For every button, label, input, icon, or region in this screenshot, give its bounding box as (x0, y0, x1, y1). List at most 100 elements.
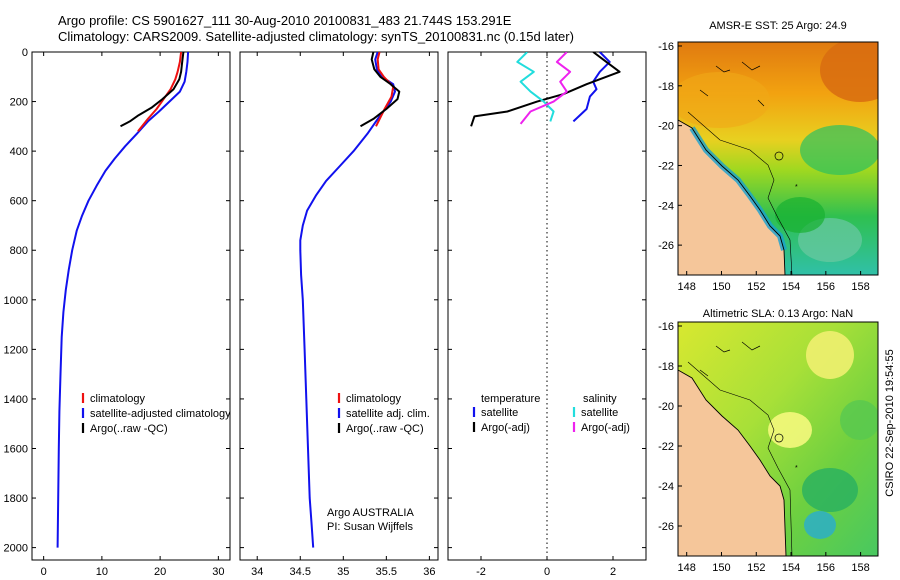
difference-series-salinity-satellite (516, 52, 555, 122)
temperature-series-satellite-adjusted-climatology (56, 52, 190, 548)
sst-map-xtick-label: 150 (712, 281, 730, 293)
sst-reef-contours (699, 61, 765, 107)
salinity-legend-label: Argo(..raw -QC) (346, 423, 424, 435)
temperature-xtick-label: 10 (96, 566, 108, 578)
profile-float-annotation: PI: Susan Wijffels (327, 521, 413, 533)
difference-legend-temperature-title: temperature (481, 393, 540, 405)
temperature-legend: climatology satellite-adjusted climatolog… (81, 393, 231, 435)
sla-high-patch (806, 331, 854, 379)
sst-green-patch (800, 125, 878, 175)
difference-legend-salinity-title: salinity (583, 393, 617, 405)
difference-xtick-label: 0 (544, 566, 550, 578)
sst-argo-marker: * (795, 184, 798, 191)
salinity-legend: climatology satellite adj. clim. Argo(..ra… (337, 393, 430, 435)
difference-legend-label: Argo(-adj) (581, 422, 630, 434)
depth-tick-label: 1800 (4, 493, 28, 505)
sla-map-title: Altimetric SLA: 0.13 Argo: NaN (703, 308, 853, 320)
salinity-xtick-label: 35 (337, 566, 349, 578)
sst-map: * (677, 41, 879, 276)
sla-map-xtick-label: 156 (817, 562, 835, 574)
sla-map-ytick-label: -26 (658, 521, 674, 533)
difference-panel: -202difference from climatology (447, 51, 647, 580)
difference-series-group (470, 52, 621, 127)
salinity-legend-label: satellite adj. clim. (346, 408, 430, 420)
sla-map-ytick-label: -24 (658, 481, 674, 493)
salinity-axes-frame (239, 51, 439, 561)
sst-mid-patch (678, 72, 770, 128)
salinity-xtick-label: 35.5 (376, 566, 397, 578)
sst-map-xtick-label: 156 (817, 281, 835, 293)
depth-tick-label: 800 (10, 245, 28, 257)
depth-tick-label: 1400 (4, 394, 28, 406)
sla-island (774, 433, 784, 443)
sla-argo-marker: * (795, 465, 798, 472)
temperature-legend-label: satellite-adjusted climatology (90, 408, 231, 420)
sla-map-ytick-label: -20 (658, 401, 674, 413)
temperature-series-group (56, 52, 190, 548)
salinity-series-satellite-adj-clim- (299, 52, 396, 548)
sla-high-patch-2 (768, 412, 812, 448)
salinity-legend-label: climatology (346, 393, 402, 405)
temperature-axes-frame (31, 51, 231, 561)
depth-tick-label: 400 (10, 146, 28, 158)
sst-map-ytick-label: -24 (658, 200, 674, 212)
sst-map-axes: 148 150 152 154 156 158 -16 -18 -20 -22 -24 -26 (658, 41, 870, 293)
temperature-series-climatology (137, 52, 183, 132)
sla-low-patch-3 (840, 400, 878, 440)
sst-map-xtick-label: 158 (851, 281, 869, 293)
salinity-xtick-label: 34 (251, 566, 263, 578)
sst-coastline (678, 119, 786, 275)
sst-map-title: AMSR-E SST: 25 Argo: 24.9 (709, 20, 847, 32)
sla-map-xtick-label: 148 (678, 562, 696, 574)
depth-tick-label: 200 (10, 97, 28, 109)
sst-map-ytick-label: -16 (658, 41, 674, 53)
sla-low-patch-2 (804, 511, 836, 539)
depth-tick-label: 600 (10, 196, 28, 208)
sst-shelf-contour (687, 111, 793, 275)
sla-map-xtick-label: 158 (851, 562, 869, 574)
sst-warm-patch (820, 42, 878, 102)
sla-map-ytick-label: -16 (658, 321, 674, 333)
credit-stamp: CSIRO 22-Sep-2010 19:54:55 (884, 349, 896, 496)
sla-map: * (677, 321, 879, 557)
temperature-panel: 0 10 20 30 0 200 400 600 800 1000 1200 1400 1600 1800… (4, 47, 231, 580)
sst-map-ytick-label: -22 (658, 160, 674, 172)
sla-coastline (678, 369, 787, 556)
sla-map-frame (677, 321, 879, 557)
sst-island (774, 151, 784, 161)
sla-low-patch (802, 468, 858, 512)
difference-legend-label: Argo(-adj) (481, 422, 530, 434)
salinity-xtick-label: 34.5 (290, 566, 311, 578)
sla-map-xtick-label: 150 (712, 562, 730, 574)
temperature-series-argo-raw-qc- (120, 52, 185, 128)
sst-eddy-patch (775, 197, 825, 233)
sla-map-xtick-label: 154 (782, 562, 800, 574)
salinity-series-argo-raw-qc- (360, 52, 401, 128)
difference-legend-label: satellite (581, 407, 618, 419)
temperature-xtick-label: 20 (154, 566, 166, 578)
sst-map-xtick-label: 148 (678, 281, 696, 293)
sla-land (678, 370, 786, 556)
depth-tick-label: 1200 (4, 344, 28, 356)
difference-xtick-label: -2 (476, 566, 486, 578)
salinity-series-group (299, 52, 401, 548)
sla-map-axes: 148 150 152 154 156 158 -16 -18 -20 -22 -24 -26 (658, 321, 870, 574)
figure-title-line2: Climatology: CARS2009. Satellite-adjuste… (58, 29, 574, 44)
temperature-xtick-label: 0 (41, 566, 47, 578)
sst-map-ytick-label: -26 (658, 240, 674, 252)
sst-map-frame (677, 41, 879, 276)
temperature-legend-label: Argo(..raw -QC) (90, 423, 168, 435)
sst-land (678, 120, 785, 275)
sla-map-xtick-label: 152 (747, 562, 765, 574)
depth-tick-label: 1000 (4, 295, 28, 307)
sst-map-ytick-label: -20 (658, 121, 674, 133)
figure-title-line1: Argo profile: CS 5901627_111 30-Aug-2010… (58, 13, 512, 28)
sst-map-xtick-label: 152 (747, 281, 765, 293)
sla-shelf-contour (687, 361, 793, 556)
sla-map-ytick-label: -18 (658, 361, 674, 373)
temperature-legend-label: climatology (90, 393, 146, 405)
sst-map-ytick-label: -18 (658, 81, 674, 93)
sla-map-ytick-label: -22 (658, 441, 674, 453)
sla-reef-contours (699, 341, 761, 377)
